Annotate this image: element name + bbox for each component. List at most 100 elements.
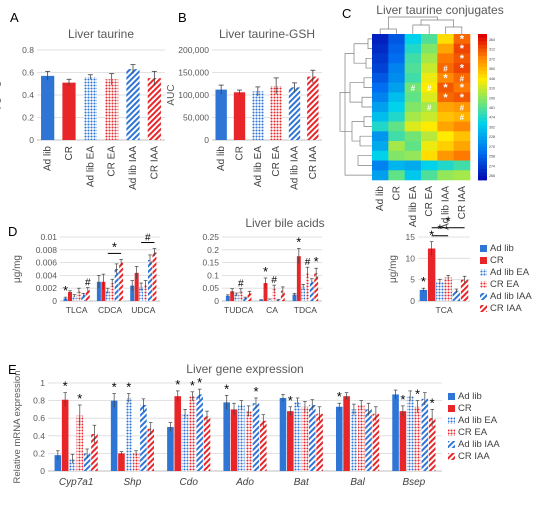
- heatmap-significance-mark: #: [427, 84, 432, 93]
- panel-e-bar-cyp7a1-cr-ea: [76, 415, 84, 471]
- panel-d-middle-ytick-label: 0.05: [202, 283, 219, 293]
- panel-b-ytick-label: 150,000: [178, 68, 209, 78]
- panel-d-left-significance-mark: #: [85, 278, 91, 289]
- panel-d-middle-bar-tdca-cr: [296, 256, 301, 301]
- panel-c-heatmap: Liver taurine conjugates***# ** ## # * ** *# ##…: [339, 3, 504, 230]
- heatmap-cell: [404, 63, 422, 74]
- heatmap-cell: [372, 102, 389, 113]
- heatmap-cell: [404, 102, 422, 113]
- panel-b-bar-ad-lib: [215, 89, 227, 140]
- heatmap-cell: [421, 82, 438, 93]
- panel-e-significance-mark: *: [400, 392, 405, 407]
- panel-b-xtick-label: CR IAA: [308, 146, 319, 180]
- column-dendrogram-branch: [387, 16, 438, 29]
- heatmap-significance-mark: *: [443, 82, 448, 94]
- colorbar-segment: [478, 176, 487, 181]
- colorbar-segment: [478, 143, 487, 148]
- colorbar-segment: [478, 63, 487, 68]
- heatmap-row-label: 290: [489, 96, 495, 100]
- panel-e-bar-ado-cr-iaa: [260, 420, 267, 471]
- heatmap-cell: [404, 141, 422, 152]
- panel-d-right-bar-tca-ad-lib-iaa: [452, 290, 461, 301]
- panel-d-right-ylabel: μg/mg: [388, 255, 399, 283]
- heatmap-significance-mark: *: [443, 72, 448, 84]
- panel-d-middle-bar-ca-cr-iaa: [280, 290, 285, 301]
- panel-d-left-xtick-label-tlca: TLCA: [66, 305, 88, 315]
- panel-e-title: Liver gene expression: [186, 362, 303, 376]
- colorbar-segment: [478, 74, 487, 79]
- panel-d-left-ytick-label: 0.01: [40, 232, 57, 242]
- heatmap-cell: [388, 150, 405, 161]
- colorbar-segment: [478, 103, 487, 108]
- heatmap-cell: [453, 102, 471, 113]
- colorbar-segment: [478, 169, 487, 174]
- panel-d-legend-swatch-cr-iaa: [480, 305, 487, 312]
- heatmap-cell: [437, 63, 454, 74]
- row-dendrogram-branch: [363, 77, 372, 88]
- heatmap-cell: [388, 82, 405, 93]
- heatmap-cell: [437, 34, 454, 45]
- heatmap-cell: [421, 150, 438, 161]
- panel-d-legend-swatch-cr-ea: [480, 281, 487, 288]
- heatmap-cell: [372, 34, 389, 45]
- heatmap-significance-mark: *: [460, 43, 465, 55]
- panel-d-legend-swatch-ad-lib: [480, 245, 487, 252]
- panel-e-significance-mark: *: [77, 391, 82, 406]
- panel-d-middle-xtick-label-tudca: TUDCA: [224, 305, 254, 315]
- panel-e-bar-bsep-ad-lib-ea: [406, 396, 414, 471]
- heatmap-cell: [404, 72, 422, 83]
- heatmap-cell: [437, 43, 454, 54]
- row-dendrogram-branch: [367, 38, 372, 49]
- panel-d-middle-xtick-label-tdca: TDCA: [294, 305, 317, 315]
- heatmap-cell: [388, 160, 405, 171]
- panel-d-left-ytick-label: 0.002: [36, 283, 58, 293]
- heatmap-cell: [372, 92, 389, 103]
- panel-a-bar-ad-lib-iaa: [126, 69, 140, 140]
- heatmap-cell: [404, 170, 422, 181]
- panel-e-bar-bsep-ad-lib-iaa: [421, 398, 429, 471]
- heatmap-cell: [453, 170, 471, 181]
- heatmap-row-label: 474: [489, 116, 495, 120]
- panel-letter-a: A: [10, 10, 19, 25]
- panel-e-significance-mark: *: [224, 381, 229, 396]
- panel-d-left-bar-tlca-ad-lib-iaa: [81, 294, 86, 301]
- column-dendrogram-branch: [379, 28, 397, 34]
- panel-d-middle-ytick-label: 0.2: [207, 245, 219, 255]
- heatmap-cell: [453, 82, 471, 93]
- panel-b-xtick-label: CR: [235, 146, 246, 160]
- heatmap-significance-mark: *: [443, 92, 448, 104]
- panel-a-xtick-label: CR IAA: [149, 146, 160, 180]
- colorbar-segment: [478, 158, 487, 163]
- panel-e-bar-bat-cr-ea: [301, 406, 309, 471]
- panel-e-xtick-label-cyp7a1: Cyp7a1: [59, 477, 93, 488]
- panel-d-left-xtick-label-udca: UDCA: [131, 305, 155, 315]
- heatmap-cell: [372, 43, 389, 54]
- heatmap-cell: [421, 53, 438, 64]
- colorbar-segment: [478, 41, 487, 46]
- panel-d-left-ylabel: μg/mg: [12, 255, 23, 283]
- panel-e-bar-bal-cr-ea: [357, 405, 365, 471]
- panel-e-bar-bal-cr-iaa: [372, 413, 380, 471]
- heatmap-cell: [404, 92, 422, 103]
- panel-d-middle-bar-tudca-cr-iaa: [247, 293, 252, 301]
- colorbar-segment: [478, 121, 487, 126]
- heatmap-cell: [421, 34, 438, 45]
- panel-a-ytick-label: 0: [29, 135, 34, 145]
- colorbar-segment: [478, 34, 487, 39]
- panel-e-bar-shp-ad-lib-ea: [125, 397, 133, 471]
- panel-a-bar-cr-ea: [105, 79, 119, 140]
- panel-e-bar-bsep-cr: [399, 411, 407, 471]
- colorbar-segment: [478, 147, 487, 152]
- colorbar-segment: [478, 117, 487, 122]
- heatmap-significance-mark: *: [460, 92, 465, 104]
- panel-d-right-ytick-label: 5: [410, 275, 415, 285]
- colorbar-segment: [478, 107, 487, 112]
- column-dendrogram-branch: [420, 19, 455, 27]
- panel-e-bar-ado-ad-lib-ea: [238, 405, 245, 471]
- heatmap-cell: [388, 43, 405, 54]
- panel-e-significance-mark: *: [63, 379, 68, 394]
- colorbar-segment: [478, 150, 487, 155]
- panel-d-left-bar-cdca-cr-ea: [110, 283, 115, 301]
- heatmap-cell: [388, 63, 405, 74]
- panel-d-middle-bar-tdca-ad-lib: [292, 294, 297, 301]
